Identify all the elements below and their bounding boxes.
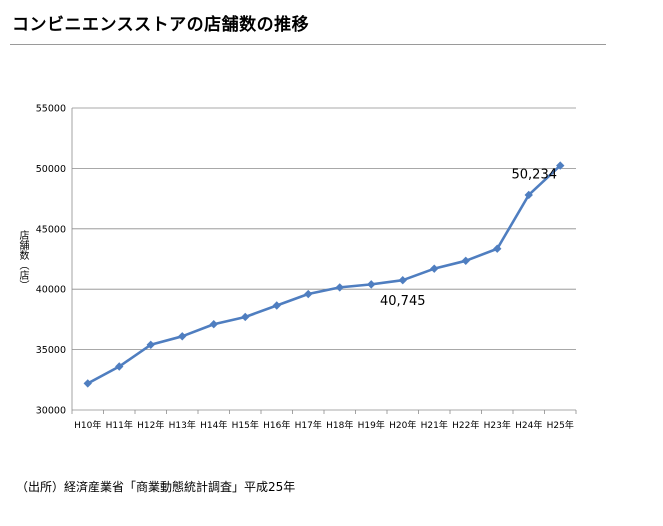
data-point xyxy=(83,379,92,388)
x-tick-label: H17年 xyxy=(295,419,322,431)
source-note: （出所）経済産業省「商業動態統計調査」平成25年 xyxy=(16,480,296,494)
x-tick-label: H15年 xyxy=(232,419,259,431)
series-line xyxy=(87,164,562,385)
x-tick-label: H11年 xyxy=(106,419,133,431)
data-point xyxy=(115,362,124,371)
x-tick-label: H16年 xyxy=(263,419,290,431)
y-tick-label: 55000 xyxy=(36,104,66,115)
x-tick-label: H25年 xyxy=(547,419,574,431)
data-point xyxy=(493,244,502,253)
x-tick-label: H18年 xyxy=(326,419,353,431)
data-point xyxy=(461,256,470,266)
y-tick-label: 45000 xyxy=(36,224,66,235)
x-tick-label: H21年 xyxy=(421,419,448,431)
data-point xyxy=(556,161,565,170)
data-label: 40,745 xyxy=(380,294,426,309)
y-tick-label: 40000 xyxy=(36,285,66,296)
y-axis-label: 店舗数（店） xyxy=(17,230,28,290)
x-tick-label: H14年 xyxy=(200,419,227,431)
x-tick-label: H22年 xyxy=(452,419,479,431)
data-label: 50,234 xyxy=(512,168,558,183)
data-point xyxy=(304,289,313,299)
y-tick-label: 35000 xyxy=(36,345,66,356)
x-tick-label: H23年 xyxy=(484,419,511,431)
x-tick-label: H24年 xyxy=(515,419,542,431)
data-point xyxy=(335,283,344,292)
x-tick-label: H13年 xyxy=(169,419,196,431)
data-point xyxy=(241,312,250,322)
data-point xyxy=(272,301,281,310)
data-point xyxy=(209,320,218,329)
data-point xyxy=(524,190,533,200)
data-point xyxy=(398,276,407,285)
data-point xyxy=(430,264,439,273)
y-tick-label: 50000 xyxy=(36,164,66,175)
x-tick-label: H12年 xyxy=(137,419,164,431)
data-point xyxy=(178,332,187,341)
x-tick-label: H19年 xyxy=(358,419,385,431)
data-point xyxy=(146,340,155,349)
x-tick-label: H10年 xyxy=(74,419,101,431)
y-tick-label: 30000 xyxy=(36,406,66,417)
x-tick-label: H20年 xyxy=(389,419,416,431)
page-title: コンビニエンスストアの店舗数の推移 xyxy=(12,15,310,35)
data-point xyxy=(367,280,376,289)
title-divider xyxy=(10,44,606,45)
